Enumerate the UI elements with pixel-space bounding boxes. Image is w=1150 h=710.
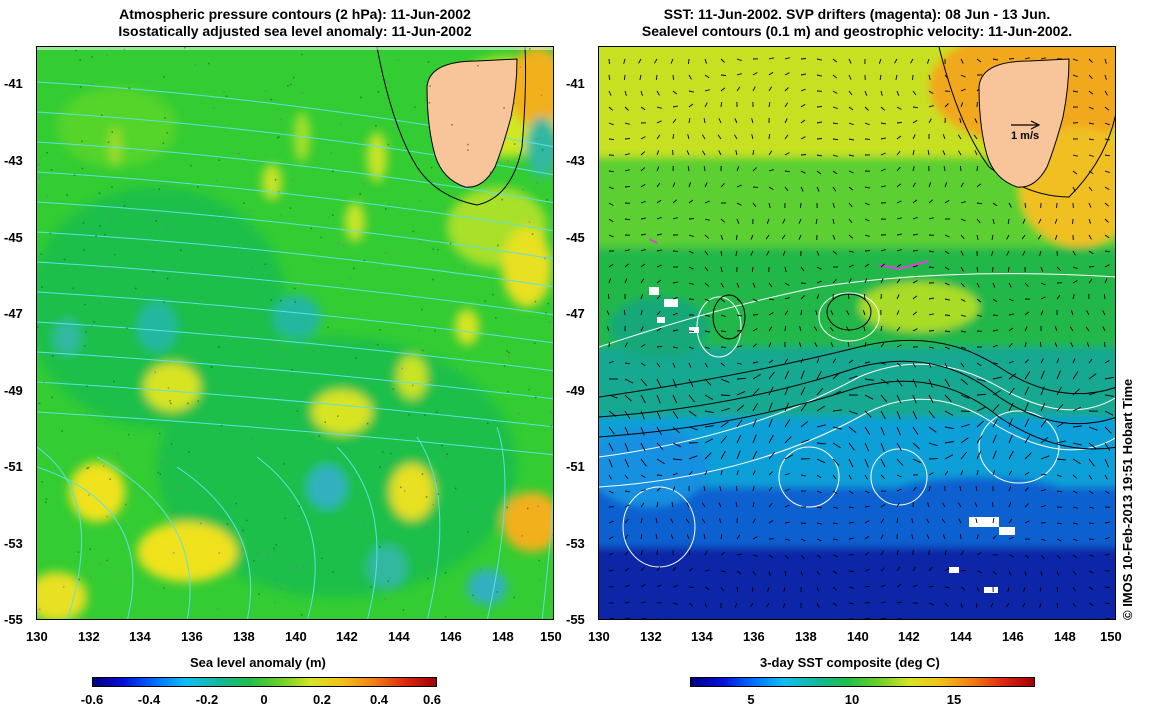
left-y-tick: -51 (4, 459, 23, 474)
right-x-tick: 142 (898, 629, 920, 644)
left-y-tick: -49 (4, 383, 23, 398)
right-y-tick: -55 (566, 612, 585, 627)
left-x-tick: 150 (540, 629, 562, 644)
sea-level-anomaly-map[interactable] (36, 46, 554, 620)
right-y-tick: -41 (566, 76, 585, 91)
left-x-tick: 134 (129, 629, 151, 644)
right-title-line1: SST: 11-Jun-2002. SVP drifters (magenta)… (663, 6, 1051, 22)
left-x-tick: 136 (181, 629, 203, 644)
imos-credit: © IMOS 10-Feb-2013 19:51 Hobart Time (1120, 378, 1135, 620)
sst-colorbar-tick: 15 (946, 692, 962, 707)
sst-colorbar-tick: 5 (747, 692, 755, 707)
left-x-tick: 148 (492, 629, 514, 644)
sla-colorbar-tick: 0.2 (312, 692, 332, 707)
right-x-tick: 150 (1100, 629, 1122, 644)
left-title-line1: Atmospheric pressure contours (2 hPa): 1… (119, 6, 471, 22)
right-x-tick: 140 (847, 629, 869, 644)
sla-colorbar-tick: 0 (260, 692, 268, 707)
sst-colorbar-tick: 10 (844, 692, 860, 707)
drifter-tracks (648, 238, 930, 271)
sst-map[interactable]: 1 m/s (598, 46, 1116, 620)
left-x-tick: 132 (78, 629, 100, 644)
sla-speckle (37, 47, 553, 618)
left-x-tick: 130 (26, 629, 48, 644)
sealevel-contours (599, 273, 1115, 568)
left-x-tick: 140 (285, 629, 307, 644)
sla-colorbar-tick: -0.6 (80, 692, 104, 707)
left-y-tick: -53 (4, 536, 23, 551)
right-x-tick: 130 (588, 629, 610, 644)
sla-colorbar-label: Sea level anomaly (m) (190, 655, 326, 670)
right-y-tick: -49 (566, 383, 585, 398)
sla-colorbar-tick: 0.4 (369, 692, 389, 707)
left-y-tick: -43 (4, 153, 23, 168)
right-panel-title: SST: 11-Jun-2002. SVP drifters (magenta)… (598, 6, 1116, 40)
velocity-scale-label: 1 m/s (1011, 130, 1039, 142)
right-title-line2: Sealevel contours (0.1 m) and geostrophi… (641, 23, 1073, 39)
left-x-tick: 146 (440, 629, 462, 644)
right-x-tick: 146 (1002, 629, 1024, 644)
right-x-tick: 138 (795, 629, 817, 644)
sla-colorbar (92, 677, 437, 687)
sst-colorbar-label: 3-day SST composite (deg C) (760, 655, 940, 670)
cloud-mask (649, 287, 1015, 593)
left-y-tick: -47 (4, 306, 23, 321)
right-x-tick: 132 (640, 629, 662, 644)
sla-colorbar-tick: -0.2 (195, 692, 219, 707)
right-y-tick: -51 (566, 459, 585, 474)
right-y-tick: -47 (566, 306, 585, 321)
right-x-tick: 148 (1054, 629, 1076, 644)
right-x-tick: 144 (950, 629, 972, 644)
left-panel-title: Atmospheric pressure contours (2 hPa): 1… (36, 6, 554, 40)
tasmania-island-sst (978, 58, 1070, 188)
left-x-tick: 138 (233, 629, 255, 644)
left-x-tick: 142 (336, 629, 358, 644)
right-x-tick: 136 (743, 629, 765, 644)
tasmania-island (376, 47, 527, 206)
geostrophic-velocity-streams (599, 47, 1115, 450)
sla-colorbar-tick: 0.6 (422, 692, 442, 707)
sla-colorbar-tick: -0.4 (137, 692, 161, 707)
left-y-tick: -45 (4, 230, 23, 245)
right-x-tick: 134 (691, 629, 713, 644)
velocity-scale (1011, 120, 1041, 130)
left-y-tick: -41 (4, 76, 23, 91)
velocity-arrows (606, 57, 1114, 619)
right-y-tick: -53 (566, 536, 585, 551)
left-title-line2: Isostatically adjusted sea level anomaly… (118, 23, 472, 39)
left-y-tick: -55 (4, 612, 23, 627)
sst-colorbar (690, 677, 1035, 687)
right-y-tick: -45 (566, 230, 585, 245)
left-x-tick: 144 (388, 629, 410, 644)
sla-map-svg (37, 47, 553, 619)
right-y-tick: -43 (566, 153, 585, 168)
sst-map-svg: 1 m/s (599, 47, 1115, 619)
